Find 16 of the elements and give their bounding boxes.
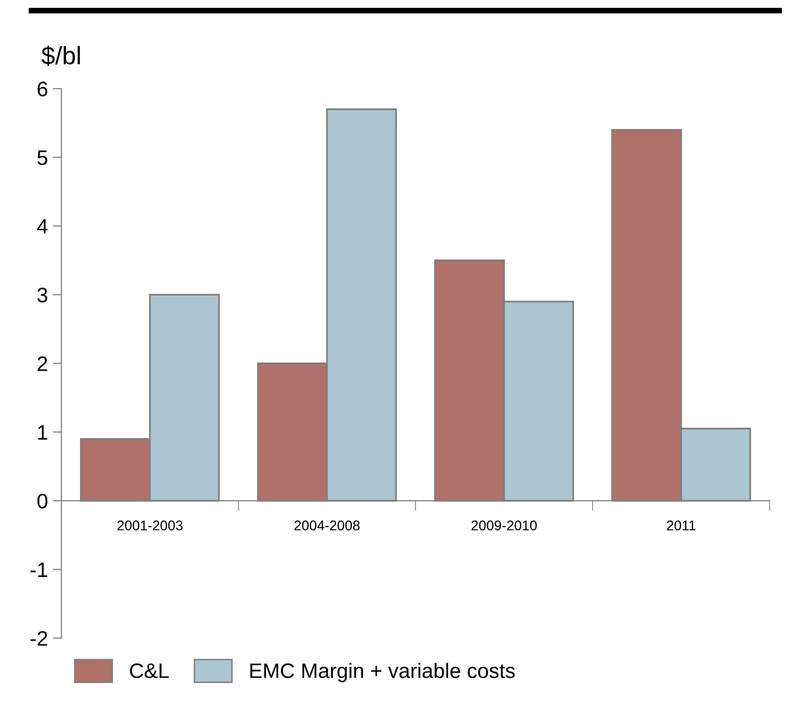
x-tick-label: 2009-2010 bbox=[472, 520, 537, 530]
y-tick-label: 2 bbox=[38, 356, 48, 371]
y-tick-label: -1 bbox=[30, 562, 48, 577]
x-tick-label: 2011 bbox=[666, 520, 696, 530]
x-tick-label: 2001-2003 bbox=[117, 520, 183, 530]
legend-label: EMC Margin + variable costs bbox=[250, 662, 515, 682]
y-tick-label: 6 bbox=[38, 82, 48, 96]
y-tick-label: 3 bbox=[37, 288, 48, 302]
y-axis-title: $/bl bbox=[42, 46, 80, 66]
y-tick-label: 5 bbox=[37, 150, 48, 166]
y-tick-label: 4 bbox=[37, 219, 48, 234]
legend-label: C&L bbox=[130, 663, 169, 678]
y-tick-label: -2 bbox=[30, 631, 48, 646]
y-tick-label: 1 bbox=[38, 425, 48, 440]
y-tick-label: 0 bbox=[37, 494, 48, 508]
x-tick-label: 2004-2008 bbox=[294, 520, 360, 530]
